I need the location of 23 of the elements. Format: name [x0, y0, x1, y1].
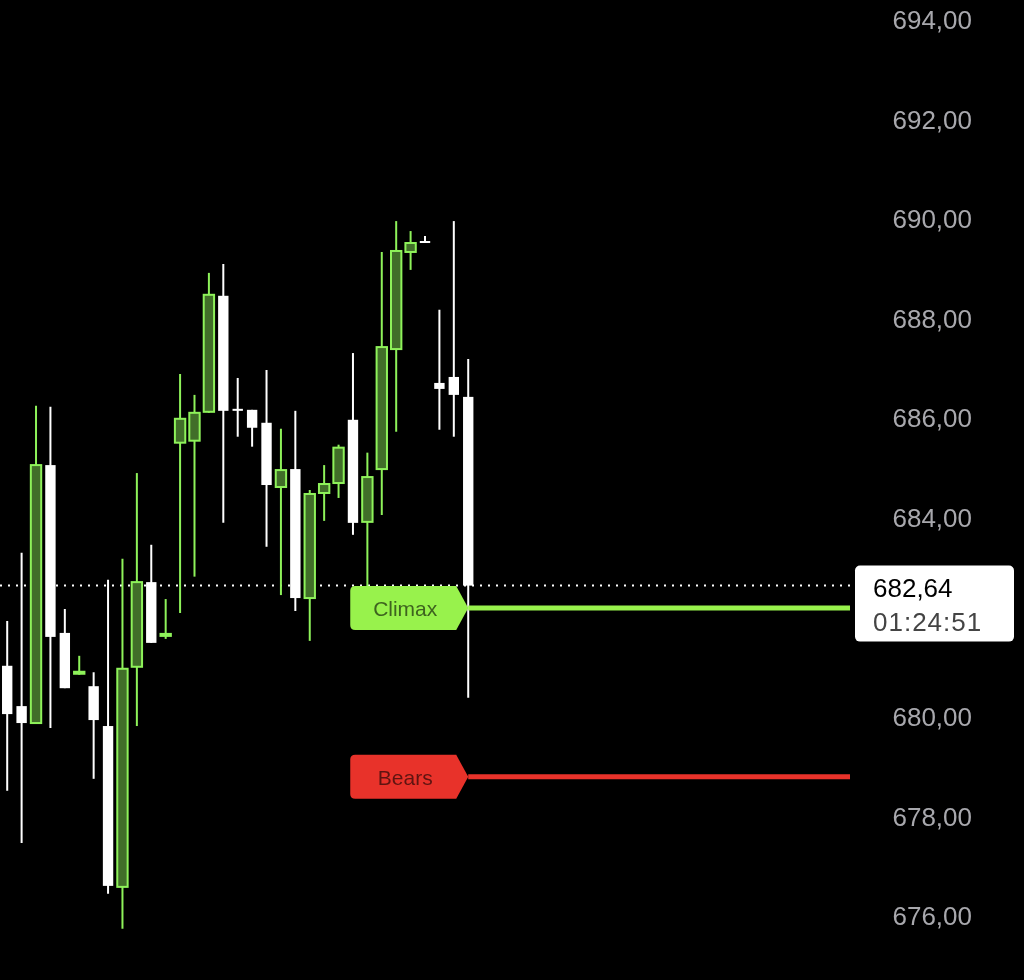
y-tick-label: 680,00 — [892, 702, 972, 733]
y-tick-label: 690,00 — [892, 204, 972, 235]
candlestick — [159, 598, 172, 640]
y-tick-label: 692,00 — [892, 104, 972, 135]
ref-line-label: Climax — [373, 597, 438, 621]
candlestick — [434, 308, 445, 431]
candlestick — [232, 376, 243, 438]
ref-line-label: 682,64 — [873, 572, 953, 603]
y-tick-label: 688,00 — [892, 303, 972, 334]
candlestick — [173, 372, 187, 614]
ref-line-label: Bears — [377, 765, 433, 789]
candlestick — [274, 427, 288, 597]
candlestick — [448, 220, 459, 438]
candlestick — [73, 654, 86, 676]
y-tick-label: 684,00 — [892, 502, 972, 533]
y-tick-label: 686,00 — [892, 403, 972, 434]
y-tick-label: 694,00 — [892, 4, 972, 35]
y-tick-label: 678,00 — [892, 801, 972, 832]
candlestick — [404, 230, 417, 271]
y-tick-label: 676,00 — [892, 901, 972, 932]
text: 01:24:51 — [873, 606, 983, 637]
candlestick — [246, 408, 258, 448]
candlestick — [317, 464, 331, 522]
